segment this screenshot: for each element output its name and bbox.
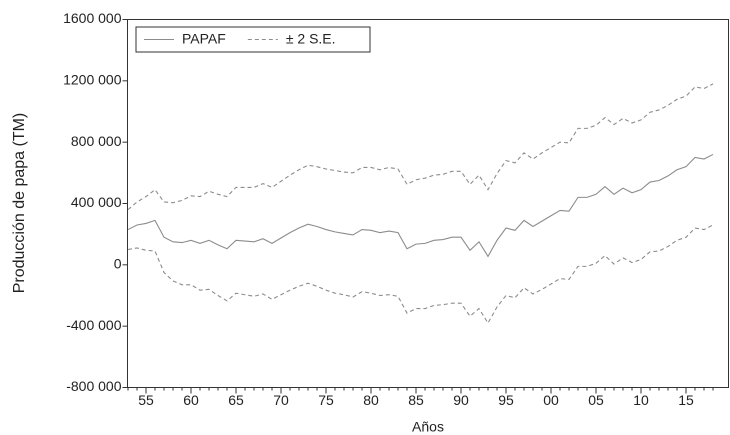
series-line <box>127 224 714 325</box>
plot-frame <box>127 19 729 388</box>
y-axis-title: Producción de papa (TM) <box>11 113 28 294</box>
x-tick-label: 00 <box>543 392 559 408</box>
x-tick-label: 15 <box>678 392 694 408</box>
y-tick-label: 1200 000 <box>63 72 122 88</box>
x-tick-label: 10 <box>633 392 649 408</box>
series-line <box>127 153 714 258</box>
x-tick-label: 65 <box>228 392 244 408</box>
x-tick-label: 55 <box>138 392 154 408</box>
legend-box <box>135 26 371 53</box>
x-tick-label: 60 <box>183 392 199 408</box>
x-tick-label: 05 <box>588 392 604 408</box>
x-tick-label: 95 <box>498 392 514 408</box>
y-tick-label: 400 000 <box>71 194 122 210</box>
y-tick-label: 800 000 <box>71 133 122 149</box>
x-tick-label: 75 <box>318 392 334 408</box>
legend-label: ± 2 S.E. <box>286 31 336 47</box>
x-tick-label: 80 <box>363 392 379 408</box>
x-tick-label: 85 <box>408 392 424 408</box>
series-line <box>127 83 714 211</box>
x-tick-label: 70 <box>273 392 289 408</box>
y-tick-label: 0 <box>114 256 122 272</box>
x-tick-label: 90 <box>453 392 469 408</box>
legend-label: PAPAF <box>182 31 226 47</box>
y-tick-label: -400 000 <box>66 317 121 333</box>
y-tick-label: -800 000 <box>66 378 121 394</box>
x-axis-title: Años <box>412 419 444 435</box>
y-tick-label: 1600 000 <box>63 10 122 26</box>
